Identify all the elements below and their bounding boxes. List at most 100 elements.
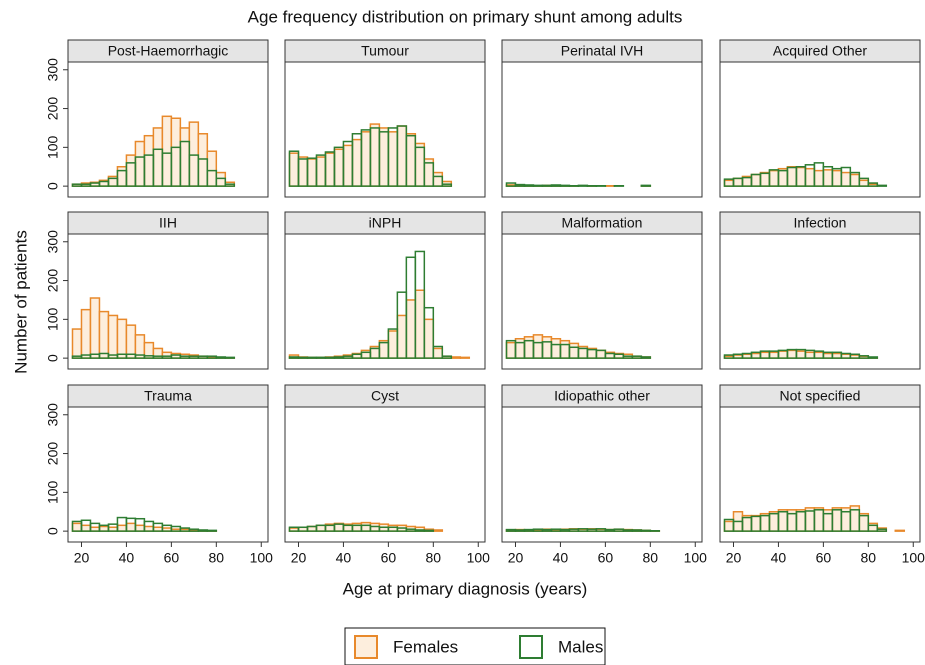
bar — [215, 177, 227, 187]
bar — [795, 166, 807, 187]
chart-title: Age frequency distribution on primary sh… — [248, 7, 683, 26]
bar — [423, 162, 435, 187]
bar — [297, 156, 309, 187]
bar — [432, 171, 444, 187]
x-tick-label: 80 — [861, 550, 877, 566]
bar — [107, 314, 119, 359]
x-tick-label: 100 — [902, 550, 925, 566]
x-tick-label: 100 — [467, 550, 491, 566]
bar — [595, 349, 607, 359]
bar — [750, 514, 762, 532]
x-tick-label: 60 — [381, 550, 397, 566]
x-tick-label: 20 — [726, 550, 742, 566]
panel-title: Trauma — [144, 388, 192, 404]
bar — [541, 336, 553, 359]
bar — [405, 133, 417, 187]
bar — [116, 318, 128, 359]
bar — [405, 299, 417, 359]
bar — [161, 351, 173, 359]
bar — [315, 524, 327, 532]
y-tick-label: 300 — [45, 403, 61, 427]
bar — [432, 175, 444, 187]
legend-swatch — [354, 635, 378, 659]
bar — [441, 355, 453, 359]
bar — [858, 179, 870, 187]
panel-title: Tumour — [361, 43, 409, 59]
legend-label: Females — [393, 637, 458, 656]
y-tick-label: 100 — [45, 480, 61, 504]
bar — [369, 123, 381, 187]
bar — [414, 529, 426, 532]
bar — [333, 356, 345, 359]
panel-title: Malformation — [562, 215, 643, 231]
bar — [360, 131, 372, 187]
bar — [288, 152, 300, 187]
bar — [750, 173, 762, 187]
x-tick-label: 60 — [598, 550, 614, 566]
bar — [423, 529, 435, 532]
panel-frame — [501, 61, 703, 198]
bar — [116, 524, 128, 532]
bar — [523, 184, 535, 187]
bar — [795, 509, 807, 532]
x-axis-label: Age at primary diagnosis (years) — [343, 579, 588, 598]
y-tick-label: 300 — [45, 58, 61, 82]
bar — [71, 328, 83, 359]
x-tick-label: 20 — [291, 550, 307, 566]
bar — [732, 177, 744, 187]
bar — [849, 173, 861, 187]
bar — [89, 297, 101, 359]
bar — [387, 330, 399, 359]
bar — [170, 117, 182, 187]
bar — [514, 337, 526, 359]
y-axis-label: Number of patients — [11, 230, 30, 374]
bar — [161, 115, 173, 187]
bar — [324, 356, 336, 359]
bar — [894, 529, 906, 532]
bar — [786, 349, 798, 359]
bar — [197, 133, 209, 187]
bar — [858, 177, 870, 187]
bar — [450, 356, 462, 359]
bar — [116, 165, 128, 187]
bar — [306, 158, 318, 187]
bar — [786, 165, 798, 187]
bar — [867, 524, 879, 532]
bar — [224, 183, 236, 187]
bar — [333, 148, 345, 187]
bar — [324, 152, 336, 187]
bar — [80, 524, 92, 532]
bar — [414, 289, 426, 359]
legend-swatch — [519, 635, 543, 659]
bar — [831, 169, 843, 187]
bar — [559, 184, 571, 187]
y-tick-label: 0 — [45, 182, 61, 190]
y-tick-label: 200 — [45, 269, 61, 293]
bar — [315, 356, 327, 359]
x-tick-label: 20 — [74, 550, 90, 566]
bar — [723, 179, 735, 187]
bar — [98, 310, 110, 359]
bar — [640, 356, 652, 359]
bar — [143, 134, 155, 187]
bar — [831, 507, 843, 532]
panel-title: iNPH — [369, 215, 402, 231]
panel-title: Post-Haemorrhagic — [108, 43, 229, 59]
bar — [867, 356, 879, 359]
bar — [795, 350, 807, 359]
bar — [288, 356, 300, 359]
bar — [360, 349, 372, 359]
bar — [768, 169, 780, 187]
x-tick-label: 40 — [771, 550, 787, 566]
bar — [514, 529, 526, 532]
x-tick-label: 20 — [508, 550, 524, 566]
bar — [387, 131, 399, 187]
bar — [206, 529, 218, 532]
bar — [777, 509, 789, 532]
y-tick-label: 100 — [45, 135, 61, 159]
x-tick-label: 40 — [553, 550, 569, 566]
bar — [342, 144, 354, 187]
bar — [640, 529, 652, 532]
bar — [369, 522, 381, 532]
